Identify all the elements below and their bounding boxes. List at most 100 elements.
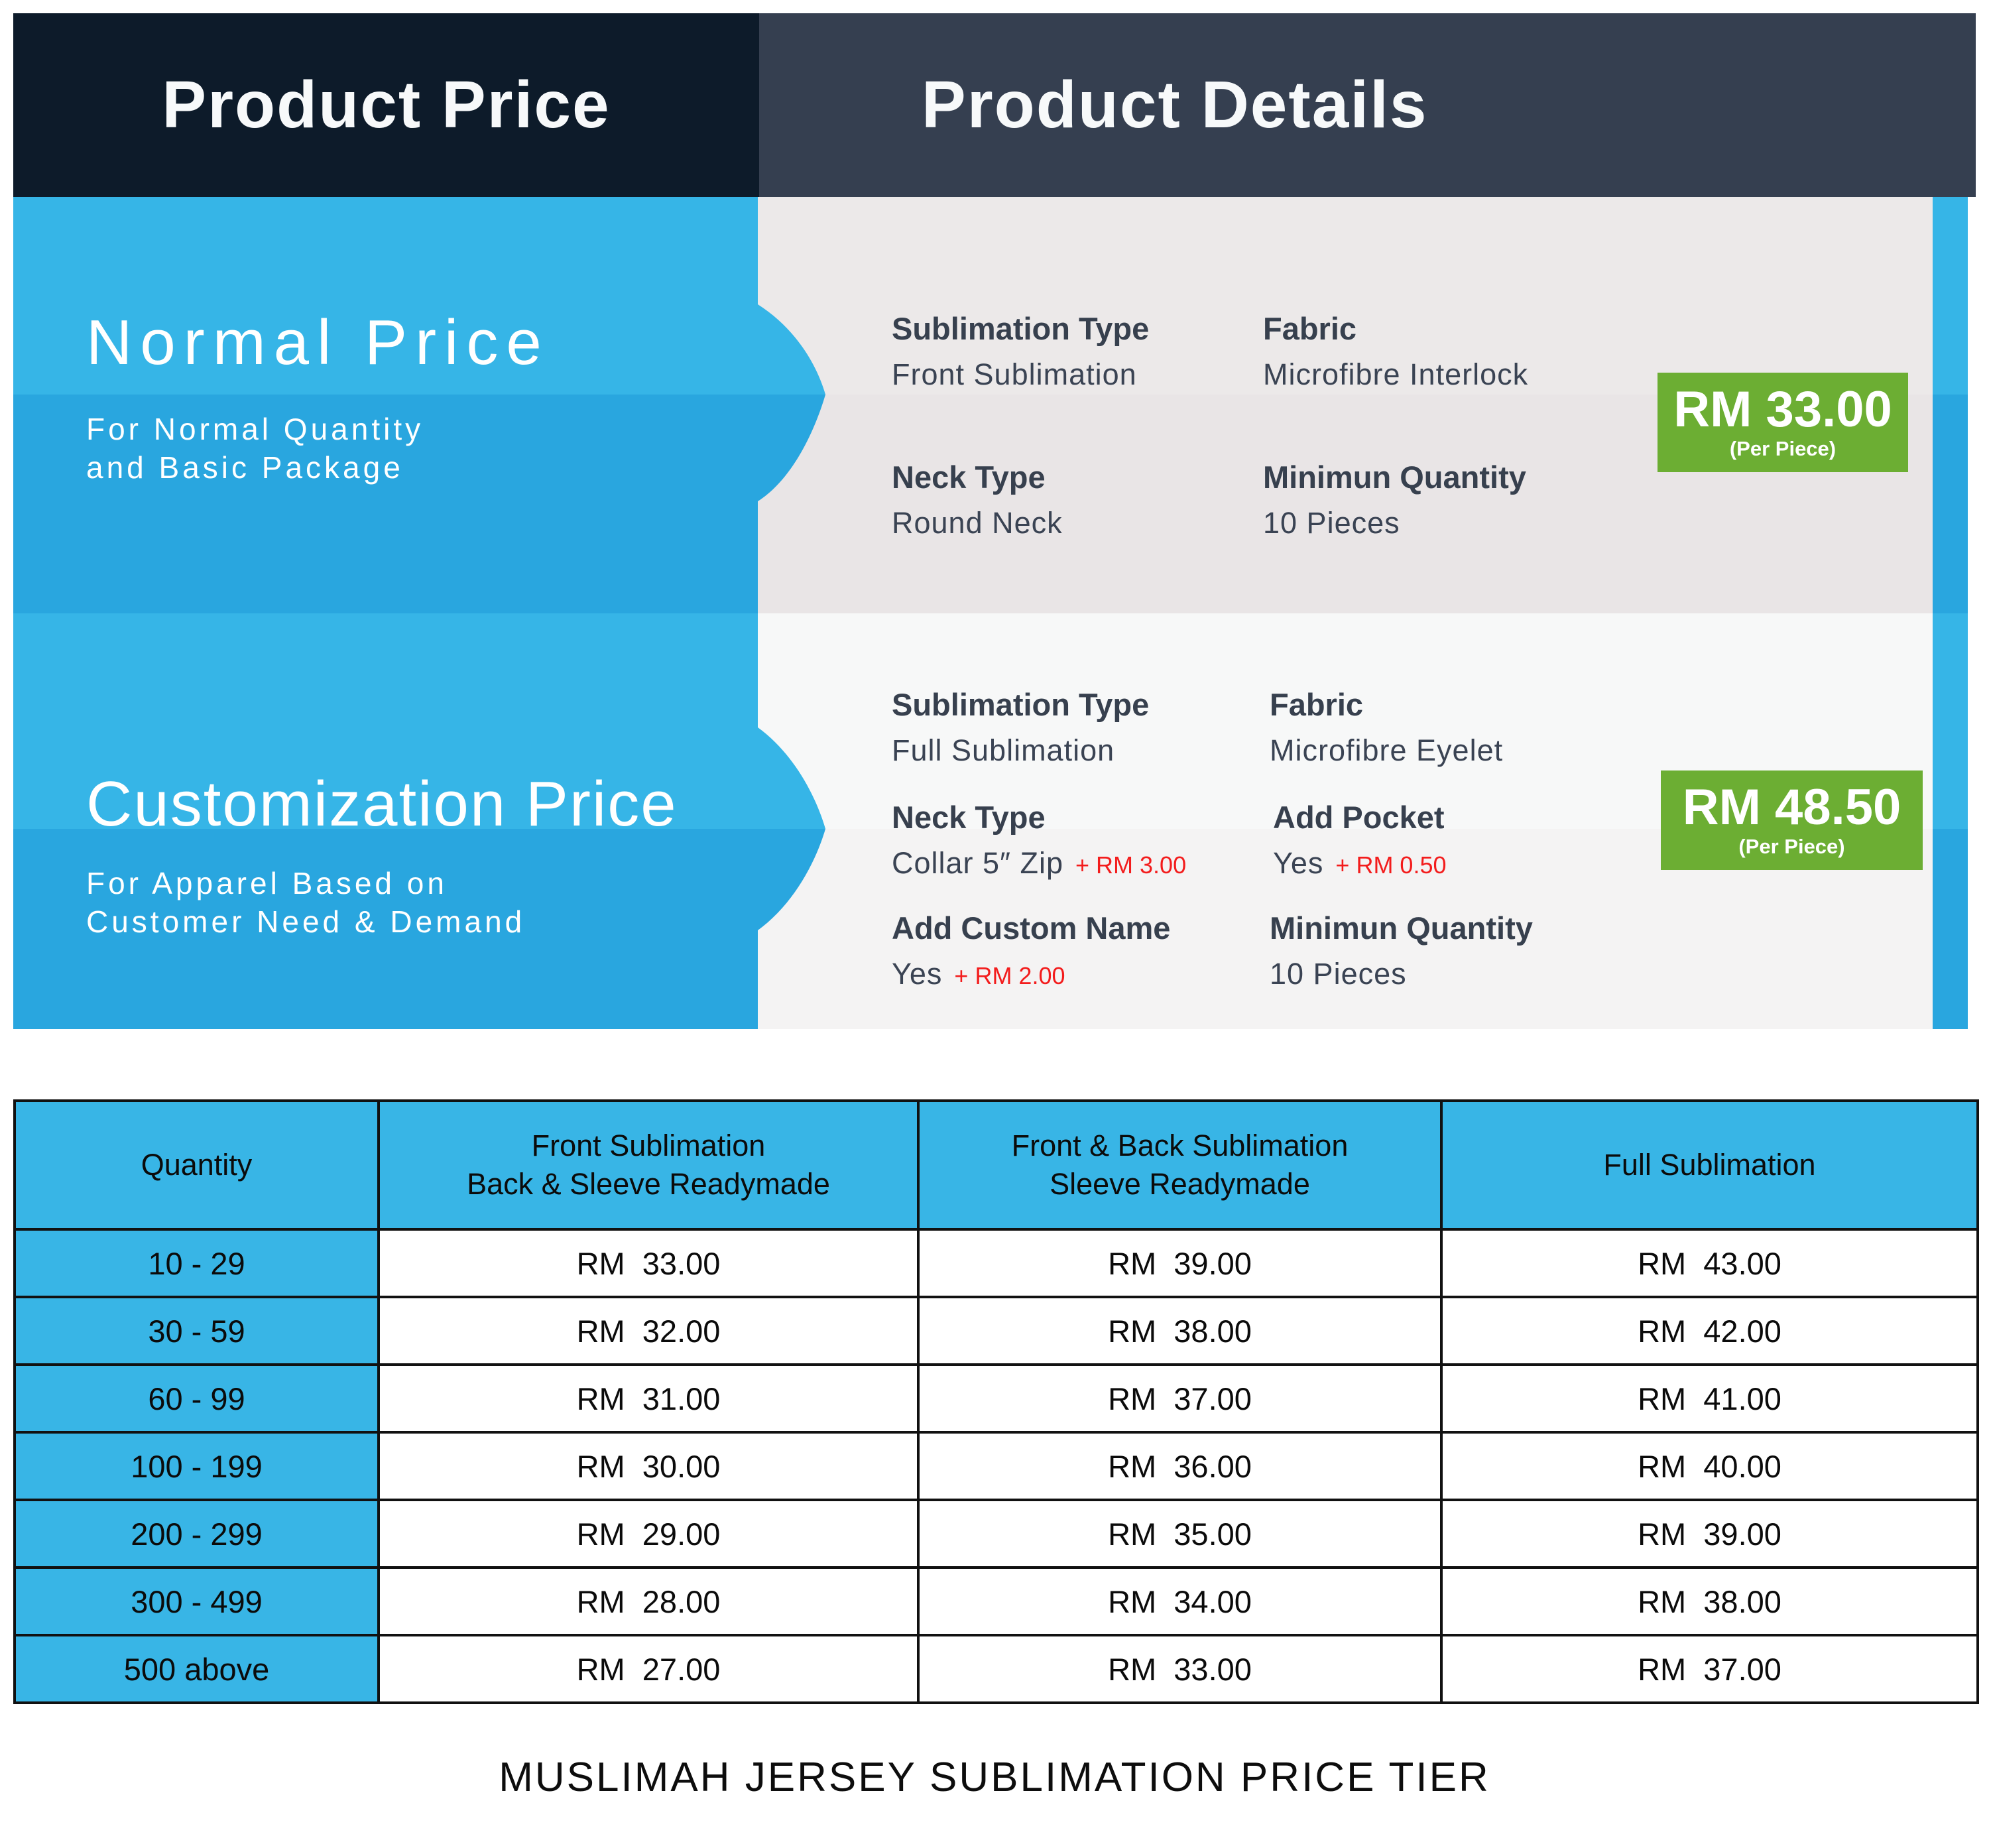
- detail-label: Neck Type: [892, 460, 1046, 495]
- product-details-header: Product Details: [759, 13, 1976, 197]
- header-line: Full Sublimation: [1603, 1148, 1816, 1182]
- quantity-cell: 60 - 99: [16, 1366, 377, 1431]
- detail-value: Round Neck: [892, 506, 1063, 540]
- detail-value: Front Sublimation: [892, 357, 1137, 391]
- subtitle-line: and Basic Package: [86, 450, 404, 485]
- header-line: Quantity: [141, 1148, 253, 1182]
- page-caption: MUSLIMAH JERSEY SUBLIMATION PRICE TIER: [499, 1755, 1490, 1800]
- detail-minimum-quantity: Minimun Quantity 10 Pieces: [1263, 459, 1526, 540]
- detail-sublimation-type: Sublimation Type Front Sublimation: [892, 310, 1149, 392]
- price-amount: RM 48.50: [1682, 779, 1901, 835]
- detail-value: 10 Pieces: [1263, 506, 1400, 540]
- normal-price-section-title: Normal Price: [86, 307, 550, 378]
- header-line: Front Sublimation: [531, 1129, 766, 1162]
- price-cell: RM 30.00: [380, 1434, 917, 1499]
- header-line: Back & Sleeve Readymade: [467, 1167, 830, 1201]
- price-cell: RM 40.00: [1443, 1434, 1976, 1499]
- price-cell: RM 43.00: [1443, 1231, 1976, 1296]
- detail-surcharge: + RM 3.00: [1075, 851, 1187, 879]
- detail-sublimation-type: Sublimation Type Full Sublimation: [892, 686, 1149, 768]
- customization-price-ribbon: [13, 613, 758, 1029]
- subtitle-line: For Apparel Based on: [86, 866, 448, 900]
- detail-surcharge: + RM 0.50: [1335, 851, 1447, 879]
- price-unit: (Per Piece): [1729, 437, 1837, 460]
- detail-value-text: Yes: [1273, 846, 1324, 880]
- price-cell: RM 31.00: [380, 1366, 917, 1431]
- detail-value-text: Collar 5″ Zip: [892, 846, 1064, 880]
- price-cell: RM 39.00: [920, 1231, 1440, 1296]
- detail-label: Neck Type: [892, 800, 1046, 835]
- detail-value-text: Microfibre Eyelet: [1270, 733, 1504, 767]
- detail-value: 10 Pieces: [1270, 957, 1533, 991]
- detail-value: Microfibre Eyelet: [1270, 733, 1503, 768]
- detail-value-text: Full Sublimation: [892, 733, 1115, 767]
- quantity-cell: 500 above: [16, 1636, 377, 1701]
- customization-price-section-subtitle: For Apparel Based on Customer Need & Dem…: [86, 864, 525, 941]
- quantity-cell: 300 - 499: [16, 1569, 377, 1634]
- normal-price-ribbon-arrow-icon: [758, 304, 825, 501]
- detail-add-custom-name: Add Custom Name Yes + RM 2.00: [892, 910, 1170, 991]
- product-price-header: Product Price: [13, 13, 759, 197]
- detail-add-pocket: Add Pocket Yes + RM 0.50: [1273, 799, 1447, 881]
- column-header-front-back-sublimation: Front & Back Sublimation Sleeve Readymade: [920, 1102, 1440, 1228]
- detail-label: Sublimation Type: [892, 687, 1150, 722]
- price-cell: RM 38.00: [1443, 1569, 1976, 1634]
- normal-price-ribbon: [13, 197, 758, 613]
- quantity-cell: 200 - 299: [16, 1501, 377, 1566]
- price-cell: RM 33.00: [380, 1231, 917, 1296]
- price-unit: (Per Piece): [1738, 835, 1845, 858]
- quantity-cell: 100 - 199: [16, 1434, 377, 1499]
- detail-fabric: Fabric Microfibre Eyelet: [1270, 686, 1503, 768]
- header-line: Front & Back Sublimation: [1011, 1129, 1349, 1162]
- price-cell: RM 41.00: [1443, 1366, 1976, 1431]
- price-cell: RM 35.00: [920, 1501, 1440, 1566]
- price-cell: RM 38.00: [920, 1298, 1440, 1363]
- column-header-front-sublimation: Front Sublimation Back & Sleeve Readymade: [380, 1102, 917, 1228]
- detail-minimum-quantity: Minimun Quantity 10 Pieces: [1270, 910, 1533, 991]
- detail-value: Full Sublimation: [892, 733, 1149, 768]
- detail-label: Fabric: [1270, 687, 1364, 722]
- detail-fabric: Fabric Microfibre Interlock: [1263, 310, 1528, 392]
- detail-value: Collar 5″ Zip + RM 3.00: [892, 846, 1186, 881]
- detail-neck-type: Neck Type Round Neck: [892, 459, 1063, 540]
- normal-price-badge: RM 33.00 (Per Piece): [1658, 373, 1908, 472]
- column-header-full-sublimation: Full Sublimation: [1443, 1102, 1976, 1228]
- header-line: Sleeve Readymade: [1050, 1167, 1310, 1201]
- price-cell: RM 33.00: [920, 1636, 1440, 1701]
- customization-price-section-title: Customization Price: [86, 769, 678, 839]
- price-cell: RM 37.00: [920, 1366, 1440, 1431]
- detail-label: Sublimation Type: [892, 311, 1150, 346]
- product-details-title: Product Details: [922, 68, 1428, 142]
- column-header-quantity: Quantity: [16, 1102, 377, 1228]
- detail-neck-type: Neck Type Collar 5″ Zip + RM 3.00: [892, 799, 1186, 881]
- detail-value: Yes + RM 0.50: [1273, 846, 1447, 881]
- price-cell: RM 29.00: [380, 1501, 917, 1566]
- price-tier-table: Quantity Front Sublimation Back & Sleeve …: [13, 1099, 1979, 1704]
- quantity-cell: 30 - 59: [16, 1298, 377, 1363]
- price-cell: RM 36.00: [920, 1434, 1440, 1499]
- detail-value-text: Yes: [892, 957, 943, 991]
- subtitle-line: Customer Need & Demand: [86, 904, 526, 939]
- price-amount: RM 33.00: [1673, 381, 1892, 438]
- detail-label: Add Pocket: [1273, 800, 1445, 835]
- normal-price-section-subtitle: For Normal Quantity and Basic Package: [86, 410, 424, 487]
- quantity-cell: 10 - 29: [16, 1231, 377, 1296]
- detail-value-text: 10 Pieces: [1270, 957, 1407, 991]
- price-cell: RM 42.00: [1443, 1298, 1976, 1363]
- right-accent-strip: [1933, 197, 1968, 1029]
- subtitle-line: For Normal Quantity: [86, 412, 424, 446]
- detail-label: Minimun Quantity: [1263, 460, 1526, 495]
- product-price-title: Product Price: [162, 68, 611, 142]
- detail-label: Add Custom Name: [892, 910, 1171, 946]
- detail-label: Fabric: [1263, 311, 1357, 346]
- detail-value: Yes + RM 2.00: [892, 957, 1170, 991]
- detail-label: Minimun Quantity: [1270, 910, 1533, 946]
- price-cell: RM 34.00: [920, 1569, 1440, 1634]
- price-cell: RM 28.00: [380, 1569, 917, 1634]
- customization-price-ribbon-arrow-icon: [758, 727, 825, 930]
- detail-value: Microfibre Interlock: [1263, 357, 1529, 391]
- price-cell: RM 37.00: [1443, 1636, 1976, 1701]
- price-cell: RM 32.00: [380, 1298, 917, 1363]
- price-cell: RM 39.00: [1443, 1501, 1976, 1566]
